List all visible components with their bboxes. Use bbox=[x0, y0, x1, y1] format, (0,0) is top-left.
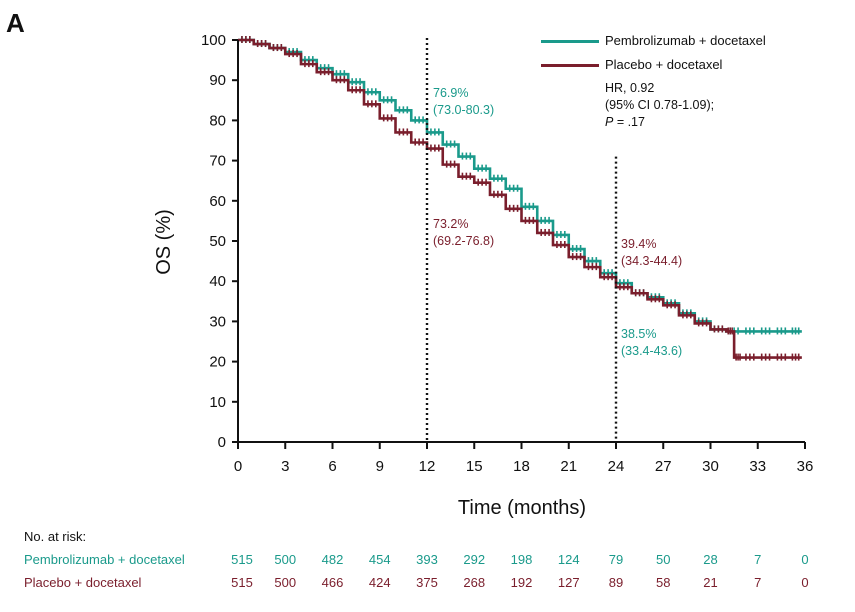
x-tick-label: 18 bbox=[513, 458, 530, 475]
y-tick-label: 40 bbox=[209, 273, 226, 290]
annotation-placebo-24m: 39.4% (34.3-44.4) bbox=[621, 236, 682, 270]
at-risk-value: 0 bbox=[801, 575, 809, 590]
annotation-value: 76.9% bbox=[433, 86, 469, 100]
annotation-ci: (34.3-44.4) bbox=[621, 254, 683, 268]
curves-layer bbox=[238, 36, 802, 361]
annotation-pembro-12m: 76.9% (73.0-80.3) bbox=[433, 85, 494, 119]
y-tick-label: 0 bbox=[218, 434, 226, 451]
at-risk-value: 7 bbox=[754, 552, 762, 567]
y-axis-label: OS (%) bbox=[153, 209, 175, 275]
x-axis-label: Time (months) bbox=[458, 497, 586, 519]
x-tick-label: 24 bbox=[608, 458, 625, 475]
at-risk-value: 124 bbox=[557, 552, 580, 567]
annotation-pembro-24m: 38.5% (33.4-43.6) bbox=[621, 326, 682, 360]
at-risk-value: 454 bbox=[368, 552, 391, 567]
x-tick-label: 15 bbox=[466, 458, 483, 475]
panel-label: A bbox=[6, 8, 25, 38]
at-risk-value: 292 bbox=[463, 552, 486, 567]
at-risk-row-label-pembrolizumab: Pembrolizumab + docetaxel bbox=[24, 552, 185, 567]
at-risk-row-label-placebo: Placebo + docetaxel bbox=[24, 575, 142, 590]
at-risk-value: 7 bbox=[754, 575, 762, 590]
y-tick-label: 10 bbox=[209, 394, 226, 411]
x-tick-label: 30 bbox=[702, 458, 719, 475]
annotation-value: 39.4% bbox=[621, 237, 657, 251]
at-risk-value: 127 bbox=[557, 575, 580, 590]
y-tick-label: 80 bbox=[209, 112, 226, 129]
y-tick-label: 70 bbox=[209, 153, 226, 170]
x-tick-label: 12 bbox=[419, 458, 436, 475]
y-tick-label: 20 bbox=[209, 354, 226, 371]
x-tick-label: 36 bbox=[797, 458, 814, 475]
at-risk-value: 393 bbox=[416, 552, 438, 567]
x-tick-label: 33 bbox=[749, 458, 766, 475]
annotation-placebo-12m: 73.2% (69.2-76.8) bbox=[433, 216, 494, 250]
legend-swatch-placebo bbox=[541, 64, 599, 67]
at-risk-value: 89 bbox=[608, 575, 624, 590]
x-tick-label: 9 bbox=[376, 458, 384, 475]
annotation-value: 38.5% bbox=[621, 327, 657, 341]
at-risk-value: 268 bbox=[463, 575, 486, 590]
hr-line: HR, 0.92 bbox=[605, 81, 655, 95]
annotation-ci: (69.2-76.8) bbox=[433, 234, 495, 248]
y-tick-label: 50 bbox=[209, 233, 226, 250]
at-risk-value: 28 bbox=[703, 552, 718, 567]
ci-line: (95% CI 0.78-1.09); bbox=[605, 98, 715, 112]
at-risk-value: 515 bbox=[231, 575, 253, 590]
at-risk-value: 21 bbox=[703, 575, 718, 590]
p-value-line: P = .17 bbox=[605, 114, 714, 131]
annotation-value: 73.2% bbox=[433, 217, 469, 231]
at-risk-value: 50 bbox=[656, 552, 671, 567]
x-tick-label: 3 bbox=[281, 458, 289, 475]
legend-label-pembrolizumab: Pembrolizumab + docetaxel bbox=[605, 33, 766, 48]
y-tick-label: 60 bbox=[209, 193, 226, 210]
at-risk-value: 375 bbox=[416, 575, 438, 590]
at-risk-value: 500 bbox=[274, 552, 297, 567]
legend-swatch-pembrolizumab bbox=[541, 40, 599, 43]
hazard-ratio-text: HR, 0.92 (95% CI 0.78-1.09); P = .17 bbox=[605, 80, 714, 131]
x-tick-label: 21 bbox=[560, 458, 577, 475]
annotation-ci: (73.0-80.3) bbox=[433, 103, 495, 117]
reference-lines bbox=[425, 38, 618, 442]
at-risk-value: 79 bbox=[608, 552, 624, 567]
at-risk-title: No. at risk: bbox=[24, 529, 87, 544]
series-line-placebo bbox=[238, 38, 802, 359]
at-risk-value: 198 bbox=[510, 552, 533, 567]
y-tick-label: 90 bbox=[209, 72, 226, 89]
at-risk-value: 0 bbox=[801, 552, 809, 567]
at-risk-value: 466 bbox=[321, 575, 344, 590]
x-tick-label: 0 bbox=[234, 458, 242, 475]
y-tick-label: 30 bbox=[209, 313, 226, 330]
x-tick-label: 27 bbox=[655, 458, 672, 475]
at-risk-value: 58 bbox=[656, 575, 671, 590]
at-risk-value: 515 bbox=[231, 552, 253, 567]
at-risk-value: 500 bbox=[274, 575, 297, 590]
at-risk-value: 482 bbox=[321, 552, 344, 567]
series-line-pembrolizumab bbox=[238, 38, 802, 333]
at-risk-value: 192 bbox=[510, 575, 533, 590]
p-letter: P bbox=[605, 115, 614, 129]
at-risk-value: 424 bbox=[368, 575, 391, 590]
y-tick-label: 100 bbox=[201, 32, 226, 49]
annotation-ci: (33.4-43.6) bbox=[621, 344, 683, 358]
legend-label-placebo: Placebo + docetaxel bbox=[605, 57, 723, 72]
x-tick-label: 6 bbox=[328, 458, 336, 475]
p-value: = .17 bbox=[613, 115, 645, 129]
